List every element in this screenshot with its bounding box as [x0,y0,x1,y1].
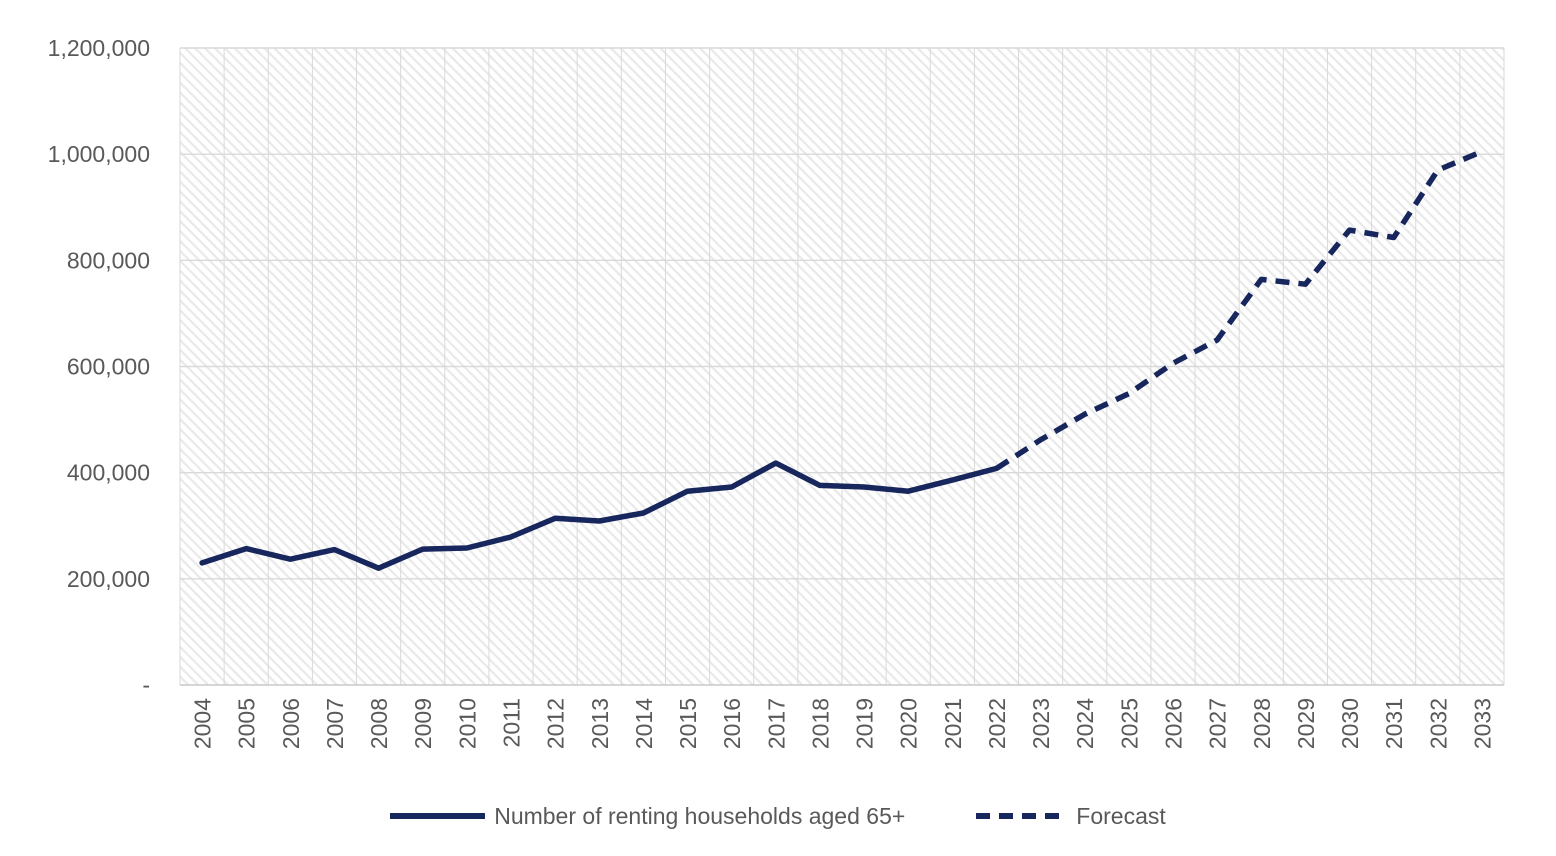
y-axis-tick-label: 800,000 [67,247,150,273]
y-axis-tick-label: - [142,672,150,698]
x-axis-tick-label: 2019 [852,698,878,749]
x-axis-tick-label: 2026 [1161,698,1187,749]
x-axis-tick-label: 2015 [675,698,701,749]
x-axis-tick-label: 2016 [719,698,745,749]
x-axis-tick-label: 2014 [631,698,657,749]
y-axis-tick-label: 200,000 [67,566,150,592]
x-axis-tick-label: 2033 [1469,698,1495,749]
x-axis-tick-label: 2013 [587,698,613,749]
x-axis-tick-label: 2004 [190,698,216,749]
legend-label-historical: Number of renting households aged 65+ [494,802,906,829]
x-axis-tick-label: 2009 [410,698,436,749]
x-axis-tick-label: 2027 [1205,698,1231,749]
y-axis-tick-label: 1,000,000 [48,141,150,167]
chart-legend: Number of renting households aged 65+ Fo… [0,796,1556,836]
x-axis-tick-label: 2005 [234,698,260,749]
x-axis-tick-label: 2011 [499,698,525,747]
x-axis-tick-label: 2008 [366,698,392,749]
x-axis-tick-label: 2021 [940,698,966,749]
x-axis-tick-label: 2029 [1293,698,1319,749]
x-axis-tick-label: 2007 [322,698,348,749]
legend-item-historical: Number of renting households aged 65+ [390,803,905,830]
dashed-line-swatch-icon [976,813,1067,819]
historical-series-line [199,460,1000,571]
x-axis-tick-label: 2017 [763,698,789,749]
x-axis-tick-label: 2030 [1337,698,1363,749]
y-axis-tick-label: 1,200,000 [48,35,150,61]
x-axis-tick-label: 2025 [1116,698,1142,749]
x-axis-tick-label: 2020 [896,698,922,749]
x-axis-tick-label: 2018 [807,698,833,749]
solid-line-swatch-icon [390,813,486,819]
x-axis-tick-label: 2032 [1425,698,1451,749]
x-axis-tick-label: 2006 [278,698,304,749]
x-axis-tick-label: 2031 [1381,698,1407,749]
legend-item-forecast: Forecast [975,802,1166,830]
x-axis-tick-label: 2022 [984,698,1010,749]
x-axis-tick-label: 2010 [454,698,480,749]
forecast-series-line [995,148,1483,471]
x-axis-tick-label: 2012 [543,698,569,749]
legend-label-forecast: Forecast [1076,802,1166,829]
x-axis-tick-label: 2024 [1072,698,1098,749]
y-axis-tick-label: 400,000 [67,460,150,486]
x-axis-tick-label: 2023 [1028,698,1054,749]
y-axis-tick-label: 600,000 [67,354,150,380]
x-axis-tick-label: 2028 [1249,698,1275,749]
